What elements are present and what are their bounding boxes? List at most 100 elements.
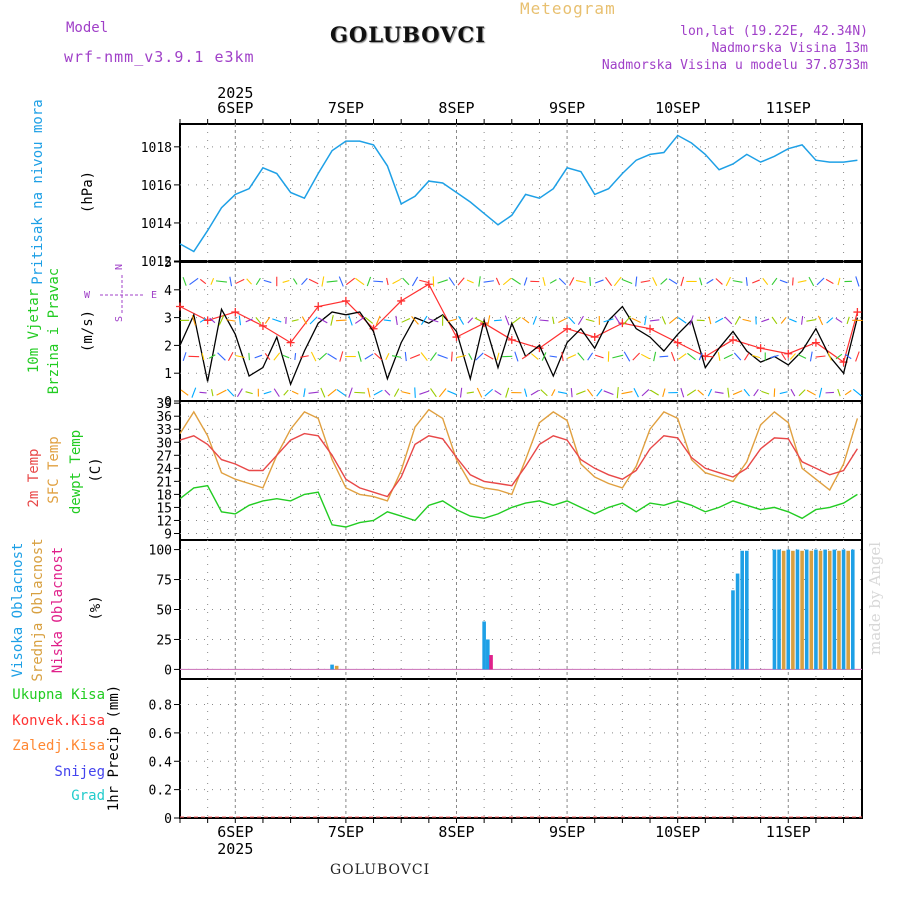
dewpt-line: [179, 484, 858, 528]
pressure-title: Pritisak na nivou mora: [30, 99, 46, 284]
y-tick-label: 36: [156, 410, 172, 425]
y-tick-label: 15: [156, 501, 172, 516]
wind-arrow: [817, 315, 824, 326]
wind-arrow: [771, 277, 778, 286]
wind-arrow: [303, 388, 306, 398]
wind-arrow: [594, 354, 604, 359]
wind-ylabel: (m/s): [80, 310, 96, 352]
gust-marker: [853, 308, 862, 317]
wind-arrow: [818, 387, 823, 398]
cloud-bar: [772, 549, 777, 670]
wind-arrow: [474, 317, 485, 324]
wind-arrow: [458, 315, 465, 325]
gust-marker: [756, 344, 765, 353]
wind-arrow: [521, 353, 530, 360]
wind-arrow: [733, 352, 742, 361]
wind-arrow: [551, 389, 556, 397]
compass-east: E: [151, 290, 157, 301]
wind-arrow: [384, 389, 391, 396]
wind-arrow: [827, 352, 832, 361]
wind-arrow: [837, 388, 841, 397]
wind-arrow: [780, 316, 787, 324]
wind-arrow: [336, 389, 346, 397]
wind-arrow: [697, 389, 705, 396]
wind-arrow: [540, 389, 548, 397]
wind-arrow: [476, 387, 483, 398]
wind-arrow: [291, 319, 299, 322]
wind-arrow: [567, 354, 577, 359]
wind-arrow: [557, 391, 568, 395]
wind-arrow: [199, 317, 207, 323]
y-tick-label: 0: [164, 663, 172, 678]
wind-arrow: [282, 279, 290, 283]
cloud-bar: [744, 550, 749, 670]
wind-arrow: [430, 388, 437, 398]
wind-arrow: [714, 391, 724, 394]
wind-arrow: [255, 277, 261, 286]
y-tick-label: 4: [164, 284, 172, 299]
wind-arrow: [229, 276, 233, 287]
wind-arrow: [644, 315, 647, 326]
gust-marker: [258, 321, 267, 330]
wind-arrow: [632, 352, 641, 361]
wind-arrow: [246, 278, 252, 285]
wind-arrow: [235, 278, 245, 285]
wind-arrow: [585, 318, 595, 323]
wind-arrow: [420, 315, 428, 325]
wind-arrow: [475, 352, 484, 361]
wind-arrow: [504, 315, 510, 326]
cloud-bar: [823, 549, 827, 670]
wind-arrow: [668, 316, 678, 324]
wind-arrow: [846, 316, 850, 325]
x-tick-label-bottom: 8SEP: [438, 823, 474, 841]
wind-arrow: [724, 316, 733, 325]
x-tick-label-top: 9SEP: [549, 99, 585, 117]
wind-arrow: [575, 279, 586, 284]
wind-arrow: [662, 388, 666, 398]
x-tick-label-bottom: 7SEP: [328, 823, 364, 841]
wind-arrow: [640, 353, 650, 360]
wind-arrow: [391, 355, 402, 358]
cloud-bar: [841, 549, 846, 670]
gust-marker: [397, 296, 406, 305]
cloud-title-low: Niska Oblacnost: [50, 547, 66, 673]
wind-arrow: [182, 352, 187, 361]
x-tick-label-top: 10SEP: [655, 99, 700, 117]
model-label: Model: [66, 20, 109, 36]
wind-arrow: [308, 278, 319, 285]
gust-marker: [424, 280, 433, 289]
marks-layer: [176, 134, 863, 818]
wind-arrow: [596, 388, 603, 397]
wind-arrow: [732, 280, 743, 283]
wind-arrow: [310, 351, 317, 362]
wind-arrow: [715, 317, 724, 324]
y-tick-label: 50: [156, 604, 172, 619]
y-tick-label: 9: [164, 527, 172, 542]
wind-arrow: [641, 389, 650, 397]
pressure-line: [179, 134, 858, 253]
wind-arrow: [614, 315, 622, 326]
wind-arrow: [835, 353, 843, 360]
cloud-ylabel: (%): [88, 595, 104, 620]
gust-marker: [176, 302, 184, 311]
wind-arrow: [447, 318, 457, 323]
lonlat-label: lon,lat (19.22E, 42.34N): [680, 24, 868, 39]
wind-arrow: [806, 319, 817, 322]
cloud-bar: [837, 550, 841, 670]
wind-arrow: [752, 279, 760, 284]
wind-arrow: [211, 389, 214, 397]
wind-arrow: [717, 352, 721, 361]
x-tick-label-bottom: 6SEP: [217, 823, 253, 841]
gust-marker: [646, 324, 655, 333]
wind-arrow: [217, 352, 226, 361]
wind-arrow: [364, 316, 374, 324]
cloud-bar: [827, 550, 832, 670]
wind-arrow: [437, 279, 448, 284]
wind-arrow: [511, 316, 521, 324]
wind-arrow: [689, 315, 694, 326]
gust-marker: [452, 333, 461, 342]
wind-arrow: [318, 317, 328, 324]
wind-arrow: [484, 388, 494, 397]
y-tick-label: 1: [164, 367, 172, 382]
